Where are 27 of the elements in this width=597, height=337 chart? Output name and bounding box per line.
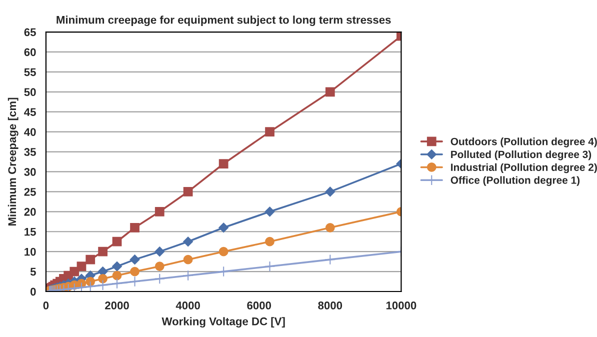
y-tick-label: 35 — [24, 148, 36, 156]
y-tick-label: 15 — [24, 228, 36, 236]
legend-label: Office (Pollution degree 1) — [450, 176, 580, 186]
y-tick-label: 0 — [30, 288, 36, 296]
x-tick-label: 2000 — [105, 302, 129, 310]
legend-label: Outdoors (Pollution degree 4) — [450, 138, 597, 148]
y-axis-title: Minimum Creepage [cm] — [8, 98, 18, 226]
x-tick-label: 0 — [43, 302, 49, 310]
x-tick-label: 10000 — [386, 302, 416, 310]
x-tick-label: 8000 — [318, 302, 342, 310]
x-tick-label: 6000 — [247, 302, 272, 310]
x-axis-title: Working Voltage DC [V] — [162, 317, 285, 328]
y-tick-label: 5 — [30, 268, 36, 276]
chart-title: Minimum creepage for equipment subject to long term stresses — [56, 16, 391, 26]
y-tick-label: 55 — [24, 68, 36, 76]
y-tick-label: 30 — [24, 168, 36, 176]
x-tick-label: 4000 — [176, 302, 200, 310]
y-tick-label: 20 — [24, 208, 36, 216]
y-tick-label: 10 — [24, 248, 36, 256]
y-tick-label: 60 — [24, 48, 36, 56]
y-tick-label: 65 — [24, 28, 36, 36]
y-tick-label: 40 — [24, 128, 36, 136]
legend-label: Polluted (Pollution degree 3) — [451, 150, 592, 160]
legend-label: Industrial (Pollution degree 2) — [451, 163, 597, 174]
y-tick-label: 50 — [24, 88, 36, 96]
y-tick-label: 45 — [24, 108, 36, 116]
y-tick-label: 25 — [24, 188, 36, 196]
